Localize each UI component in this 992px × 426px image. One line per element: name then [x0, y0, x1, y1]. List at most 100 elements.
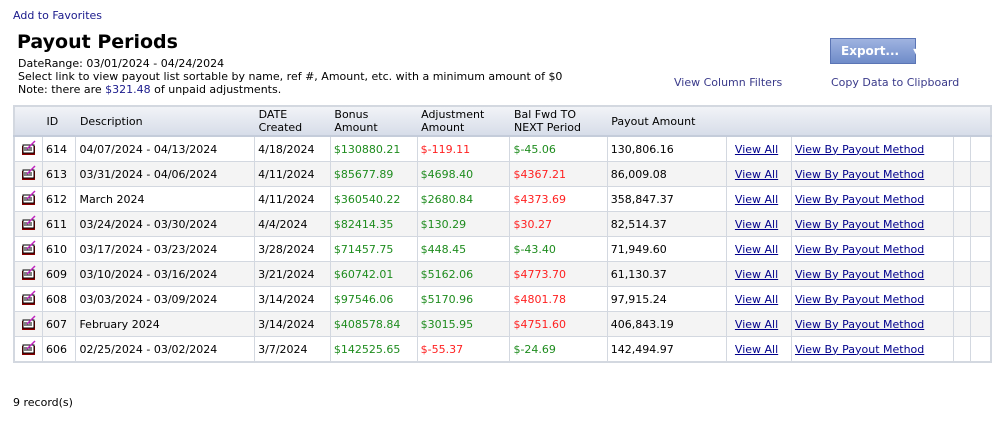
- edit-notepad-icon[interactable]: [13, 311, 43, 337]
- table-row: 614 04/07/2024 - 04/13/2024 4/18/2024 $1308…: [13, 135, 992, 162]
- view-all-cell: View All: [725, 211, 792, 237]
- date-cell: 3/28/2024: [254, 236, 331, 262]
- page-info: DateRange: 03/01/2024 - 04/24/2024 Selec…: [18, 57, 562, 96]
- payout-cell: 86,009.08: [606, 161, 727, 187]
- view-by-cell: View By Payout Method: [790, 186, 955, 212]
- view-all-link[interactable]: View All: [734, 242, 779, 256]
- edit-notepad-icon[interactable]: [13, 236, 43, 262]
- description-cell: 02/25/2024 - 03/02/2024: [75, 336, 256, 363]
- table-row: 609 03/10/2024 - 03/16/2024 3/21/2024 $6074…: [13, 261, 992, 287]
- date-range: DateRange: 03/01/2024 - 04/24/2024: [18, 57, 225, 70]
- note-suffix: of unpaid adjustments.: [150, 83, 282, 96]
- view-by-payout-method-link[interactable]: View By Payout Method: [794, 317, 925, 331]
- edit-notepad-icon[interactable]: [13, 161, 43, 187]
- balance-forward-cell: $-43.40: [509, 236, 608, 262]
- table-row: 613 03/31/2024 - 04/06/2024 4/11/2024 $8567…: [13, 161, 992, 187]
- id-cell: 607: [41, 311, 77, 337]
- view-all-link[interactable]: View All: [734, 292, 779, 306]
- view-by-cell: View By Payout Method: [790, 336, 955, 363]
- view-all-link[interactable]: View All: [734, 142, 779, 156]
- view-column-filters-link[interactable]: View Column Filters: [674, 76, 783, 89]
- edit-notepad-icon[interactable]: [13, 336, 43, 363]
- description-cell: 03/10/2024 - 03/16/2024: [75, 261, 256, 287]
- view-all-link[interactable]: View All: [734, 217, 779, 231]
- column-header: Payout Amount: [607, 106, 727, 137]
- adjustment-cell: $5162.06: [416, 261, 511, 287]
- bonus-cell: $130880.21: [329, 135, 418, 162]
- id-cell: 612: [41, 186, 77, 212]
- page-title: Payout Periods: [17, 31, 178, 53]
- view-by-cell: View By Payout Method: [790, 236, 955, 262]
- edit-notepad-icon[interactable]: [13, 211, 43, 237]
- edit-notepad-icon[interactable]: [13, 261, 43, 287]
- view-all-cell: View All: [725, 336, 792, 363]
- view-all-cell: View All: [725, 236, 792, 262]
- export-button[interactable]: Export... ▼: [830, 38, 920, 64]
- table-header: ID Description DATE Created Bonus Amount Adj…: [14, 106, 991, 137]
- unpaid-adjustments-link[interactable]: $321.48: [105, 83, 151, 96]
- balance-forward-cell: $4773.70: [509, 261, 608, 287]
- date-cell: 3/14/2024: [254, 286, 331, 312]
- payout-cell: 130,806.16: [606, 135, 727, 162]
- view-by-payout-method-link[interactable]: View By Payout Method: [794, 192, 925, 206]
- column-header: [970, 106, 991, 137]
- description-cell: March 2024: [75, 186, 256, 212]
- view-all-link[interactable]: View All: [734, 167, 779, 181]
- view-by-cell: View By Payout Method: [790, 135, 955, 162]
- empty-cell: [953, 336, 972, 363]
- id-cell: 609: [41, 261, 77, 287]
- add-to-favorites-link[interactable]: Add to Favorites: [13, 9, 103, 22]
- bonus-cell: $408578.84: [329, 311, 418, 337]
- id-cell: 606: [41, 336, 77, 363]
- chevron-down-icon: ▼: [913, 46, 920, 56]
- view-by-cell: View By Payout Method: [790, 211, 955, 237]
- note: Note: there are $321.48 of unpaid adjust…: [18, 83, 562, 96]
- payout-cell: 61,130.37: [606, 261, 727, 287]
- record-count: 9 record(s): [13, 396, 73, 409]
- view-all-link[interactable]: View All: [734, 317, 779, 331]
- empty-cell: [970, 336, 992, 363]
- view-all-link[interactable]: View All: [734, 267, 779, 281]
- export-label: Export...: [841, 44, 900, 58]
- date-cell: 3/14/2024: [254, 311, 331, 337]
- payout-cell: 406,843.19: [606, 311, 727, 337]
- adjustment-cell: $4698.40: [416, 161, 511, 187]
- view-by-payout-method-link[interactable]: View By Payout Method: [794, 267, 925, 281]
- bonus-cell: $360540.22: [329, 186, 418, 212]
- view-all-link[interactable]: View All: [734, 342, 779, 356]
- bonus-cell: $85677.89: [329, 161, 418, 187]
- view-all-cell: View All: [725, 286, 792, 312]
- view-all-link[interactable]: View All: [734, 192, 779, 206]
- bonus-cell: $60742.01: [329, 261, 418, 287]
- table-row: 612 March 2024 4/11/2024 $360540.22 $2680.84…: [13, 186, 992, 212]
- adjustment-cell: $-119.11: [416, 135, 511, 162]
- balance-forward-cell: $4801.78: [509, 286, 608, 312]
- view-by-cell: View By Payout Method: [790, 286, 955, 312]
- view-by-payout-method-link[interactable]: View By Payout Method: [794, 217, 925, 231]
- view-by-payout-method-link[interactable]: View By Payout Method: [794, 342, 925, 356]
- bonus-cell: $97546.06: [329, 286, 418, 312]
- date-cell: 3/7/2024: [254, 336, 331, 363]
- copy-data-link[interactable]: Copy Data to Clipboard: [831, 76, 960, 89]
- view-by-payout-method-link[interactable]: View By Payout Method: [794, 167, 925, 181]
- view-by-payout-method-link[interactable]: View By Payout Method: [794, 242, 925, 256]
- column-header: DATE Created: [254, 106, 331, 137]
- empty-cell: [953, 261, 972, 287]
- empty-cell: [953, 211, 972, 237]
- edit-notepad-icon[interactable]: [13, 186, 43, 212]
- edit-notepad-icon[interactable]: [13, 286, 43, 312]
- balance-forward-cell: $30.27: [509, 211, 608, 237]
- payout-cell: 142,494.97: [606, 336, 727, 363]
- view-by-payout-method-link[interactable]: View By Payout Method: [794, 142, 925, 156]
- empty-cell: [953, 135, 972, 162]
- edit-notepad-icon[interactable]: [13, 135, 43, 162]
- view-by-payout-method-link[interactable]: View By Payout Method: [794, 292, 925, 306]
- bonus-cell: $71457.75: [329, 236, 418, 262]
- id-cell: 610: [41, 236, 77, 262]
- bonus-cell: $82414.35: [329, 211, 418, 237]
- balance-forward-cell: $-45.06: [509, 135, 608, 162]
- description-cell: February 2024: [75, 311, 256, 337]
- column-header: Bonus Amount: [330, 106, 418, 137]
- payout-cell: 71,949.60: [606, 236, 727, 262]
- column-header: [14, 106, 43, 137]
